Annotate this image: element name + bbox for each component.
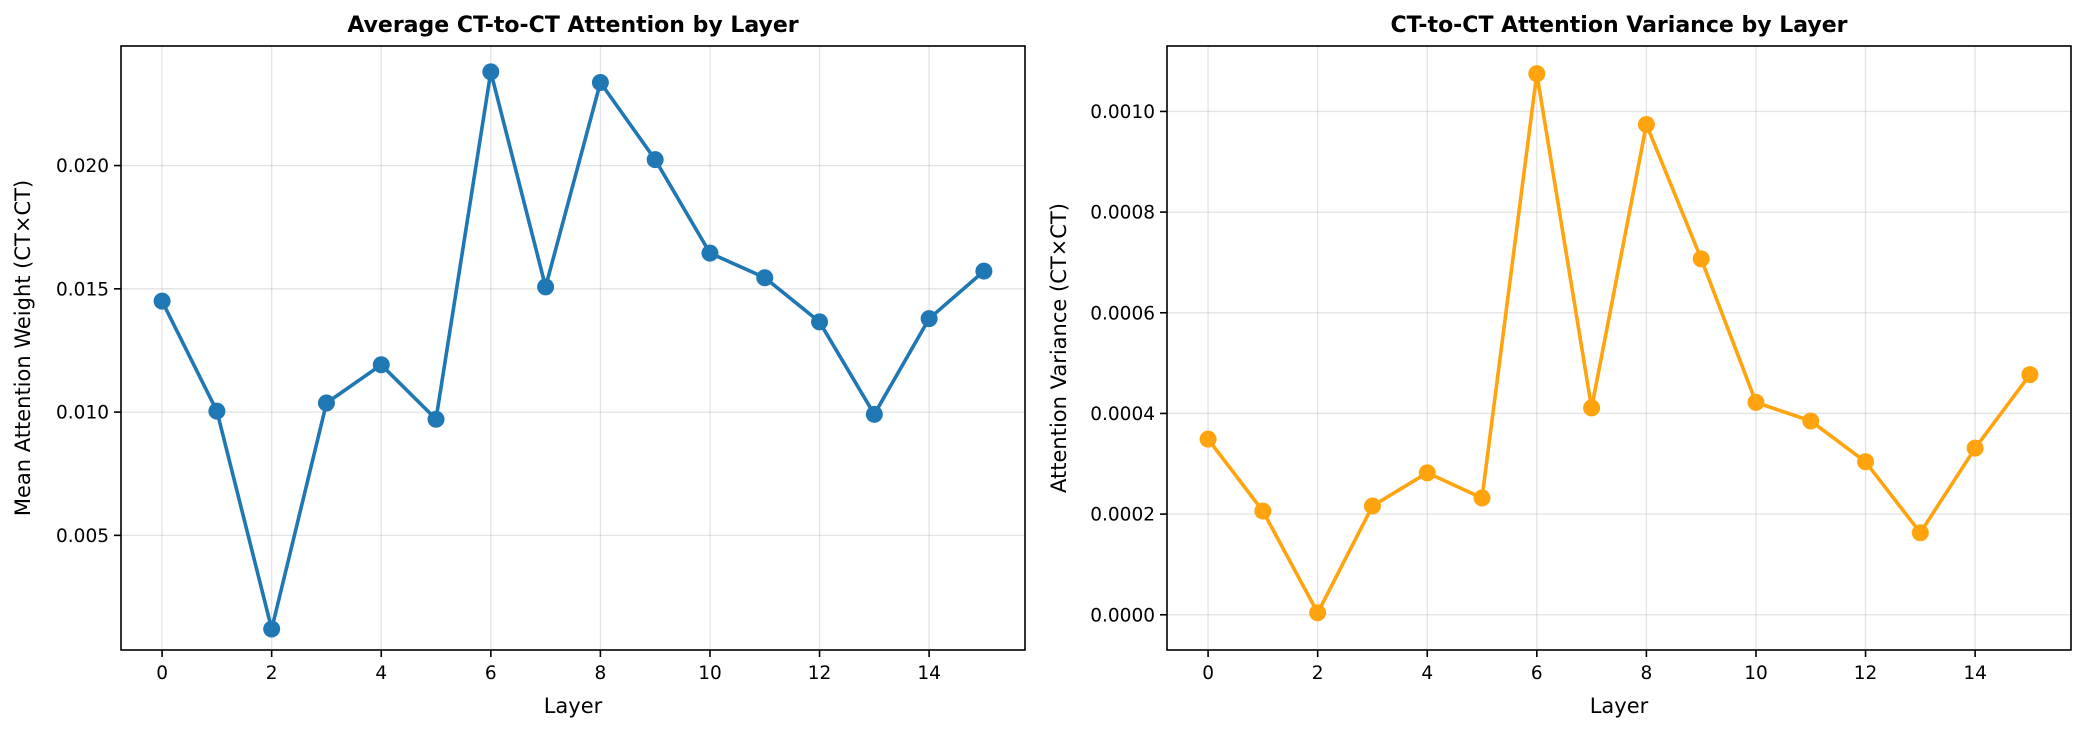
data-point [1857,453,1875,471]
chart-panel-1: 0 2 4 6 8 10 12 14 0.005 0.010 0.015 0.020 Average C… [11,13,1026,718]
x-tick-label: 0 [156,663,168,684]
x-tick-label: 6 [1531,663,1543,684]
data-point [1254,502,1272,520]
x-tick-label: 10 [1744,663,1768,684]
data-point [646,151,664,169]
data-point [317,394,335,412]
data-point [263,620,281,638]
x-axis-label: Layer [1590,694,1649,718]
data-point [865,405,883,423]
data-point [811,313,829,331]
data-point [1802,412,1820,430]
plot-frame [1166,45,2072,651]
data-point [482,63,500,81]
x-tick-label: 14 [1963,663,1987,684]
data-point [591,73,609,91]
data-point [1363,497,1381,515]
y-tick-label: 0.015 [56,279,109,300]
data-point [756,269,774,287]
x-tick-label: 10 [698,663,722,684]
data-point [1583,399,1601,417]
data-point [1747,393,1765,411]
y-tick-label: 0.0000 [1090,605,1155,626]
x-tick-label: 0 [1202,663,1214,684]
x-tick-label: 4 [1421,663,1433,684]
data-point [920,310,938,328]
y-tick-label: 0.0002 [1090,505,1155,526]
y-axis-label: Attention Variance (CT×CT) [1047,203,1071,493]
data-point [537,278,555,296]
y-tick-label: 0.005 [56,526,109,547]
data-point [1309,604,1327,622]
y-axis-label: Mean Attention Weight (CT×CT) [11,180,35,516]
data-point [208,402,226,420]
data-point [1473,489,1491,507]
data-point [1418,464,1436,482]
chart-title: Average CT-to-CT Attention by Layer [347,13,798,38]
x-axis-label: Layer [544,694,603,718]
data-point [975,262,993,280]
series-line [1206,71,2032,615]
data-point [2021,366,2039,384]
data-point [1966,439,1984,457]
data-point [427,410,445,428]
y-tick-label: 0.0004 [1090,404,1155,425]
x-tick-label: 6 [485,663,497,684]
y-tick-label: 0.0008 [1090,203,1155,224]
x-tick-label: 4 [375,663,387,684]
x-tick-label: 8 [595,663,607,684]
x-tick-label: 12 [808,663,832,684]
data-point [1911,524,1929,542]
y-tick-label: 0.0006 [1090,303,1155,324]
x-tick-label: 12 [1854,663,1878,684]
x-tick-label: 2 [1312,663,1324,684]
x-tick-label: 8 [1641,663,1653,684]
y-tick-label: 0.0010 [1090,102,1155,123]
x-tick-label: 2 [266,663,278,684]
data-point [1637,116,1655,134]
series-line [160,70,986,631]
data-point [701,244,719,262]
y-tick-label: 0.010 [56,403,109,424]
chart-title: CT-to-CT Attention Variance by Layer [1391,13,1848,38]
data-point [1692,250,1710,268]
x-tick-label: 14 [917,663,941,684]
chart-panel-2: 0 2 4 6 8 10 12 14 0.0000 0.0002 0.0004 0.0006 0.000… [1047,13,2072,718]
data-point [372,356,390,374]
data-point [153,292,171,310]
y-tick-label: 0.020 [56,156,109,177]
data-point [1199,430,1217,448]
data-point [1528,65,1546,83]
plot-frame [120,45,1026,651]
